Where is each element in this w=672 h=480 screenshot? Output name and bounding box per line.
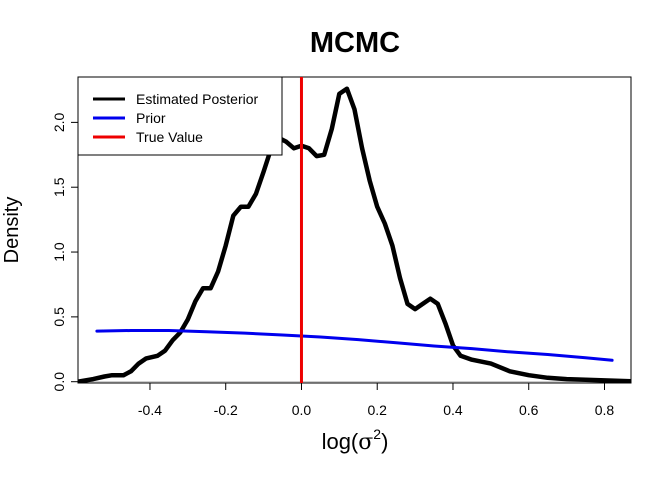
x-tick-label: 0.6 [519,402,539,418]
x-axis-label-main: log( [322,429,359,454]
y-tick-label: 0.5 [51,307,67,327]
x-axis-label-symbol: σ [358,430,373,455]
y-tick-label: 2.0 [51,112,67,132]
y-tick-label: 1.0 [51,242,67,262]
y-axis-label: Density [1,197,23,264]
x-axis-label-superscript: 2 [373,426,381,442]
x-tick-label: 0.4 [443,402,463,418]
legend-box [77,76,283,156]
x-axis: -0.4 -0.2 0.0 0.2 0.4 0.6 0.8 [138,383,615,418]
x-tick-label: 0.0 [292,402,312,418]
series-line-prior [95,329,614,362]
legend-label-true-value: True Value [136,129,203,145]
y-axis: 0.0 0.5 1.0 1.5 2.0 [51,112,78,391]
y-tick-label: 1.5 [51,177,67,197]
chart-title: MCMC [310,27,400,59]
legend-label-prior: Prior [136,110,166,126]
y-tick-label: 0.0 [51,372,67,392]
plot-frame [77,76,632,384]
x-tick-label: 0.8 [595,402,615,418]
series-line-posterior [78,86,631,383]
x-tick-label: 0.2 [367,402,387,418]
x-axis-label: log(σ2) [322,426,389,455]
x-axis-label-close: ) [381,429,388,454]
legend: Estimated Posterior Prior True Value [77,76,283,156]
x-tick-label: -0.4 [138,402,162,418]
legend-label-posterior: Estimated Posterior [136,91,258,107]
series-layer [78,86,631,383]
x-tick-label: -0.2 [214,402,238,418]
